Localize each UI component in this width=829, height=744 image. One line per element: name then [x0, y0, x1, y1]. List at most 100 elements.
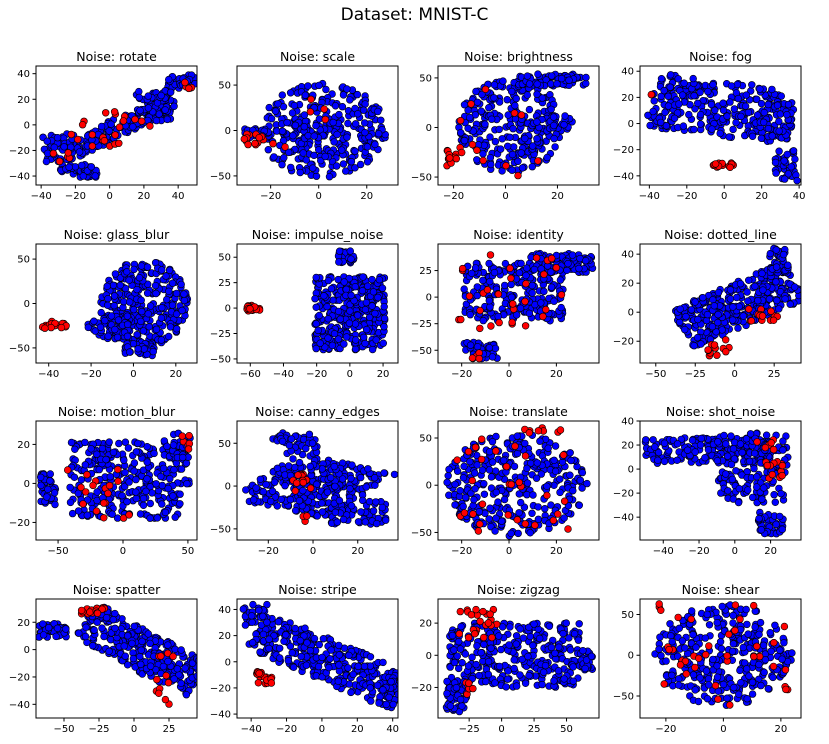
- scatter-point-majority: [110, 302, 118, 310]
- scatter-point-majority: [137, 317, 145, 326]
- scatter-point-minority: [114, 477, 122, 485]
- scatter-point-majority: [377, 116, 385, 125]
- scatter-point-minority: [57, 323, 66, 332]
- scatter-point-majority: [390, 470, 398, 479]
- axes-frame: [639, 65, 802, 186]
- scatter-point-majority: [36, 473, 45, 481]
- scatter-point-majority: [365, 497, 374, 506]
- scatter-point-majority: [654, 456, 662, 464]
- scatter-point-minority: [453, 456, 461, 464]
- scatter-points: [36, 429, 194, 522]
- scatter-point-majority: [533, 80, 541, 88]
- scatter-point-majority: [312, 344, 320, 353]
- scatter-point-majority: [302, 156, 310, 164]
- scatter-point-majority: [309, 164, 317, 172]
- scatter-point-majority: [135, 274, 144, 282]
- scatter-point-majority: [139, 501, 148, 509]
- scatter-point-majority: [697, 434, 705, 443]
- scatter-point-minority: [81, 488, 90, 496]
- scatter-point-minority: [101, 109, 110, 117]
- scatter-point-majority: [169, 441, 178, 449]
- scatter-point-majority: [116, 281, 125, 289]
- scatter-point-majority: [777, 92, 785, 100]
- scatter-point-majority: [728, 475, 737, 484]
- scatter-point-minority: [307, 95, 315, 104]
- scatter-point-majority: [702, 316, 711, 325]
- scatter-point-majority: [456, 487, 464, 495]
- scatter-point-majority: [485, 515, 493, 523]
- scatter-point-majority: [163, 295, 171, 304]
- scatter-point-majority: [333, 130, 341, 139]
- scatter-point-majority: [670, 114, 679, 123]
- y-tick-label: 0: [426, 293, 432, 304]
- scatter-point-majority: [301, 91, 309, 99]
- scatter-point-majority: [664, 102, 673, 110]
- scatter-point-majority: [486, 153, 495, 162]
- scatter-point-majority: [567, 456, 575, 465]
- scatter-point-majority: [311, 295, 319, 303]
- scatter-point-majority: [361, 339, 369, 348]
- y-tick-label: −20: [613, 489, 634, 500]
- scatter-point-minority: [532, 254, 541, 262]
- scatter-point-majority: [299, 486, 307, 495]
- scatter-point-majority: [369, 288, 378, 296]
- scatter-point-majority: [734, 324, 742, 332]
- subplot-title: Noise: scale: [280, 49, 355, 64]
- axes-frame: [639, 420, 802, 541]
- scatter-point-majority: [724, 487, 732, 495]
- scatter-point-majority: [157, 336, 166, 344]
- scatter-point-majority: [509, 124, 517, 133]
- scatter-point-majority: [278, 437, 287, 446]
- scatter-point-majority: [528, 281, 536, 290]
- scatter-point-majority: [743, 288, 751, 296]
- scatter-point-majority: [477, 107, 485, 115]
- scatter-point-majority: [339, 160, 348, 168]
- scatter-point-minority: [722, 348, 730, 356]
- scatter-point-minority: [768, 470, 776, 479]
- scatter-point-minority: [475, 354, 483, 363]
- scatter-point-majority: [353, 311, 362, 319]
- y-tick-label: 0: [225, 304, 231, 315]
- scatter-point-majority: [312, 273, 320, 282]
- x-tick-label: 20: [351, 546, 364, 557]
- scatter-point-majority: [490, 94, 498, 102]
- scatter-point-minority: [246, 305, 254, 313]
- scatter-point-majority: [472, 87, 480, 96]
- scatter-point-majority: [331, 508, 340, 516]
- scatter-point-majority: [779, 446, 787, 454]
- scatter-point-majority: [271, 107, 280, 115]
- scatter-point-majority: [540, 287, 548, 296]
- scatter-point-majority: [142, 487, 150, 495]
- scatter-point-majority: [327, 285, 336, 293]
- scatter-point-majority: [123, 320, 132, 329]
- scatter-point-minority: [515, 478, 523, 487]
- scatter-point-majority: [753, 111, 762, 119]
- scatter-point-majority: [114, 316, 123, 324]
- scatter-point-majority: [525, 80, 534, 88]
- scatter-point-minority: [478, 500, 487, 508]
- scatter-point-majority: [486, 303, 494, 311]
- scatter-point-majority: [745, 457, 754, 466]
- scatter-point-majority: [340, 340, 348, 348]
- scatter-point-majority: [544, 444, 552, 452]
- scatter-point-majority: [504, 111, 512, 119]
- scatter-point-majority: [696, 110, 705, 119]
- scatter-point-majority: [533, 459, 541, 467]
- x-tick-label: −60: [240, 369, 261, 380]
- scatter-point-minority: [506, 264, 514, 272]
- scatter-point-majority: [521, 134, 529, 143]
- scatter-point-majority: [315, 81, 323, 90]
- scatter-point-majority: [346, 247, 354, 255]
- scatter-point-majority: [121, 468, 129, 477]
- scatter-point-majority: [130, 305, 138, 314]
- scatter-point-majority: [451, 480, 459, 489]
- scatter-point-majority: [500, 456, 508, 465]
- scatter-point-majority: [163, 115, 172, 124]
- x-tick-label: 0: [732, 369, 738, 380]
- scatter-point-majority: [779, 250, 788, 259]
- scatter-point-majority: [744, 108, 753, 117]
- scatter-point-majority: [143, 263, 152, 271]
- scatter-point-majority: [453, 467, 462, 475]
- scatter-point-majority: [338, 146, 346, 154]
- scatter-point-minority: [508, 318, 516, 327]
